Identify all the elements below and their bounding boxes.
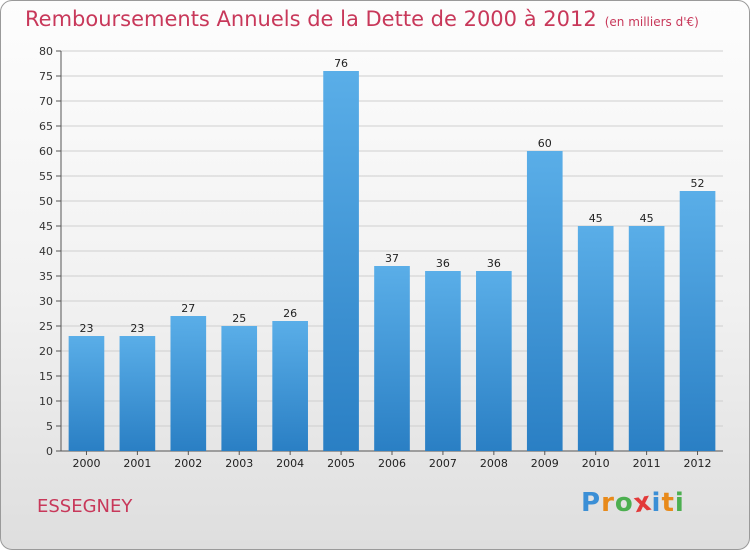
logo-letter: i: [651, 488, 662, 518]
y-tick-label: 65: [39, 120, 53, 133]
y-tick-label: 30: [39, 295, 53, 308]
bar: [679, 191, 716, 451]
x-tick-label: 2004: [276, 457, 304, 470]
bar-value-label: 37: [385, 252, 399, 265]
bar-value-label: 60: [538, 137, 552, 150]
bar-value-label: 23: [79, 322, 93, 335]
bar: [374, 266, 410, 451]
logo-letter: o: [614, 488, 634, 518]
bar: [628, 226, 665, 451]
logo-letter: P: [581, 488, 602, 518]
bar: [170, 316, 207, 451]
x-tick-label: 2005: [327, 457, 355, 470]
bar-value-label: 45: [640, 212, 654, 225]
x-tick-label: 2000: [72, 457, 100, 470]
bar-value-label: 52: [691, 177, 705, 190]
y-tick-label: 45: [39, 220, 53, 233]
x-tick-label: 2008: [480, 457, 508, 470]
bar-value-label: 23: [130, 322, 144, 335]
bar: [119, 336, 156, 451]
logo-letter: t: [661, 488, 675, 518]
logo-letter: i: [674, 488, 685, 518]
x-tick-label: 2003: [225, 457, 253, 470]
bar-value-label: 36: [436, 257, 450, 270]
bar-value-label: 45: [589, 212, 603, 225]
y-tick-label: 80: [39, 45, 53, 58]
y-tick-label: 55: [39, 170, 53, 183]
x-tick-label: 2006: [378, 457, 406, 470]
x-tick-label: 2002: [174, 457, 202, 470]
x-tick-label: 2011: [633, 457, 661, 470]
bar-value-label: 27: [181, 302, 195, 315]
bar: [68, 336, 105, 451]
y-tick-label: 0: [46, 445, 53, 458]
y-tick-label: 5: [46, 420, 53, 433]
bar: [526, 151, 563, 451]
bar: [323, 71, 359, 451]
bar-value-label: 76: [334, 57, 348, 70]
bar: [221, 326, 258, 451]
y-tick-label: 60: [39, 145, 53, 158]
bar-value-label: 25: [232, 312, 246, 325]
bar: [272, 321, 308, 451]
x-tick-label: 2012: [684, 457, 712, 470]
x-tick-label: 2001: [123, 457, 151, 470]
logo-letter: r: [601, 488, 615, 518]
bar-value-label: 36: [487, 257, 501, 270]
chart-unit: (en milliers d'€): [604, 15, 699, 29]
y-tick-label: 50: [39, 195, 53, 208]
bar-value-label: 26: [283, 307, 297, 320]
y-tick-label: 35: [39, 270, 53, 283]
x-tick-label: 2009: [531, 457, 559, 470]
chart-title-text: Remboursements Annuels de la Dette de 20…: [25, 7, 597, 31]
bar: [425, 271, 461, 451]
chart-title: Remboursements Annuels de la Dette de 20…: [25, 7, 699, 31]
y-tick-label: 40: [39, 245, 53, 258]
x-tick-label: 2007: [429, 457, 457, 470]
y-tick-label: 75: [39, 70, 53, 83]
y-tick-label: 15: [39, 370, 53, 383]
location-name: ESSEGNEY: [37, 496, 133, 517]
y-tick-label: 70: [39, 95, 53, 108]
y-tick-label: 10: [39, 395, 53, 408]
proxiti-logo: Proxiti: [581, 487, 685, 520]
bar: [476, 271, 512, 451]
x-tick-label: 2010: [582, 457, 610, 470]
y-tick-label: 20: [39, 345, 53, 358]
bar: [577, 226, 614, 451]
y-tick-label: 25: [39, 320, 53, 333]
